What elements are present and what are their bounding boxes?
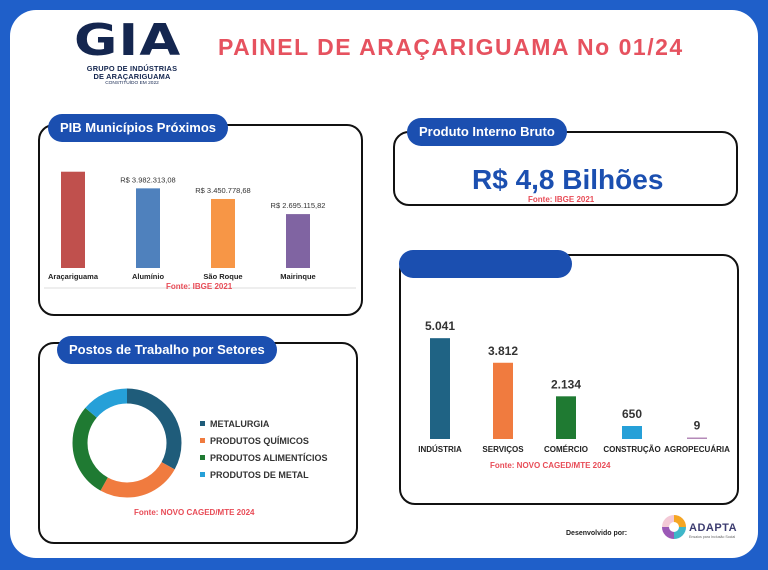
sectors-source: Fonte: NOVO CAGED/MTE 2024: [490, 461, 611, 470]
adapta-logo: ADAPTA Ensaios para Inclusão Social: [660, 509, 740, 545]
gdp-panel-title: Produto Interno Bruto: [407, 118, 567, 146]
adapta-logo-icon: [662, 515, 686, 539]
sector-data-label: 3.812: [488, 344, 518, 358]
pib-chart: R$ 4.814.503,91AraçariguamaR$ 3.982.313,…: [44, 171, 356, 289]
jobs-donut: [72, 388, 182, 498]
logo-line-1: GRUPO DE INDÚSTRIAS: [86, 64, 178, 73]
pib-source: Fonte: IBGE 2021: [166, 282, 233, 291]
legend-label: PRODUTOS DE METAL: [210, 469, 309, 480]
sector-data-label: 9: [694, 419, 701, 433]
adapta-brand-sub: Ensaios para Inclusão Social: [689, 535, 736, 539]
sector-bar: [556, 396, 576, 439]
legend-swatch: [200, 421, 205, 426]
legend-item: PRODUTOS ALIMENTÍCIOS: [200, 449, 328, 466]
logo-line-3: CONSTITUÍDO EM 2022: [105, 81, 159, 86]
gia-logo: GIA GRUPO DE INDÚSTRIAS DE ARAÇARIGUAMA …: [70, 18, 200, 88]
pib-data-label: R$ 3.450.778,68: [195, 186, 250, 195]
sectors-chart: 5.041 INDÚSTRIA 3.812 SERVIÇOS 2.134 COMÉRCIO…: [418, 319, 730, 454]
page-title: PAINEL DE ARAÇARIGUAMA No 01/24: [218, 34, 684, 60]
jobs-legend: METALURGIA PRODUTOS QUÍMICOS PRODUTOS ALIM…: [200, 415, 328, 483]
jobs-panel-title: Postos de Trabalho por Setores: [57, 336, 277, 364]
sectors-panel-title: [399, 250, 572, 278]
pib-data-label: R$ 2.695.115,82: [271, 201, 326, 210]
sectors-panel: [399, 254, 739, 505]
gdp-source: Fonte: IBGE 2021: [528, 195, 595, 204]
legend-item: PRODUTOS DE METAL: [200, 466, 328, 483]
legend-label: PRODUTOS ALIMENTÍCIOS: [210, 452, 328, 463]
legend-item: METALURGIA: [200, 415, 328, 432]
sector-category-label: COMÉRCIO: [544, 445, 588, 454]
donut-slice: [72, 388, 182, 498]
legend-label: METALURGIA: [210, 418, 270, 429]
logo-mark: GIA: [74, 15, 182, 66]
pib-bar: [136, 188, 160, 268]
sector-category-label: CONSTRUÇÃO: [603, 445, 660, 454]
sector-data-label: 650: [622, 407, 642, 421]
legend-item: PRODUTOS QUÍMICOS: [200, 432, 328, 449]
pib-panel-title: PIB Municípios Próximos: [48, 114, 229, 142]
pib-category-label: Araçariguama: [48, 272, 99, 281]
developed-by: Desenvolvido por:: [566, 530, 628, 537]
logo-line-2: DE ARAÇARIGUAMA: [93, 72, 171, 81]
legend-swatch: [200, 455, 205, 460]
sector-category-label: INDÚSTRIA: [418, 445, 462, 454]
sector-data-label: 5.041: [425, 319, 455, 333]
donut-slice: [72, 388, 182, 498]
sector-data-label: 2.134: [551, 377, 581, 391]
gdp-value: R$ 4,8 Bilhões: [472, 164, 664, 195]
legend-label: PRODUTOS QUÍMICOS: [210, 435, 309, 446]
pib-bar: [211, 198, 235, 268]
sector-bar: [493, 362, 513, 439]
pib-category-label: São Roque: [203, 272, 242, 281]
jobs-panel: [38, 342, 358, 544]
donut-slice: [72, 388, 182, 498]
pib-bar: [286, 214, 310, 268]
pib-category-label: Mairinque: [280, 272, 315, 281]
legend-swatch: [200, 438, 205, 443]
pib-bar: [61, 171, 85, 268]
sector-category-label: SERVIÇOS: [482, 445, 524, 454]
pib-data-label: R$ 3.982.313,08: [120, 175, 175, 184]
sector-category-label: AGROPECUÁRIA: [664, 445, 730, 454]
jobs-source: Fonte: NOVO CAGED/MTE 2024: [134, 508, 255, 517]
adapta-brand: ADAPTA: [689, 522, 738, 534]
sector-bar: [430, 338, 450, 439]
pib-category-label: Alumínio: [132, 272, 164, 281]
sector-bar: [622, 426, 642, 439]
legend-swatch: [200, 472, 205, 477]
sector-bar: [687, 437, 707, 439]
